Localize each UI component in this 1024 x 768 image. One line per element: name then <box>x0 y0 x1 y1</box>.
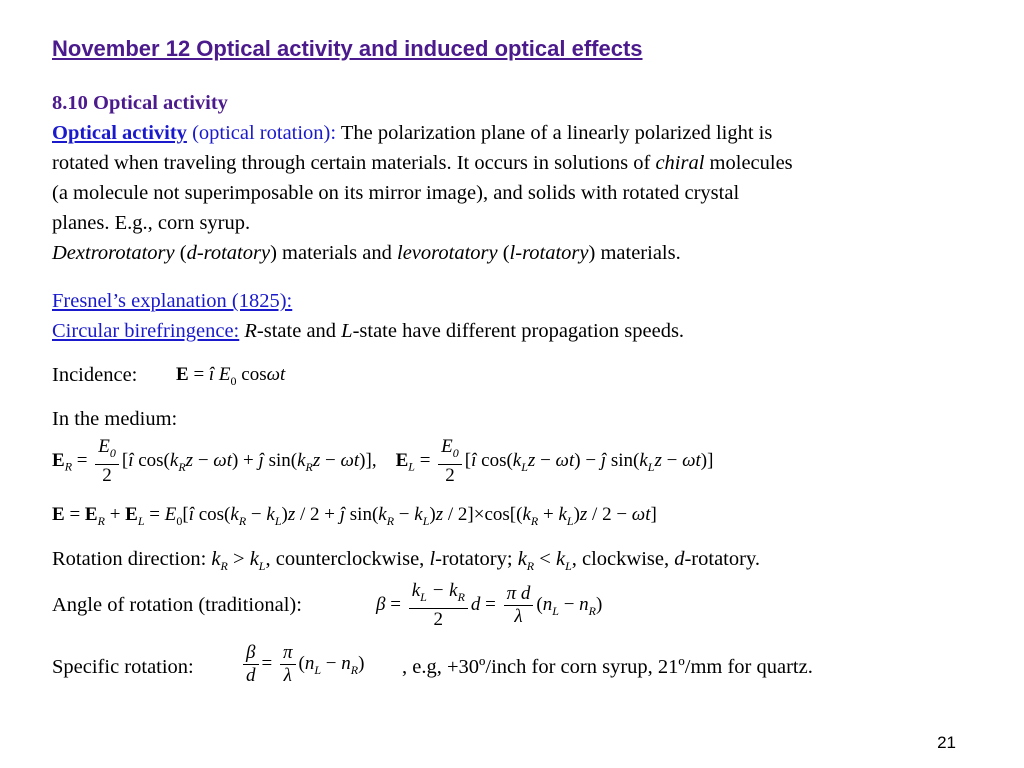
rotatory-middle: ) materials and <box>270 242 392 264</box>
rotation-direction-line: Rotation direction: kR > kL, countercloc… <box>52 548 760 574</box>
medium-equation-1: ER = E0 2 [î cos(kRz − ωt) + ĵ sin(kRz − ω… <box>52 436 714 486</box>
definition-line-2: rotated when traveling through certain m… <box>52 148 793 178</box>
angle-equation: β = kL − kR 2 d = π d λ (nL − nR) <box>376 580 603 630</box>
angle-label: Angle of rotation (traditional): <box>52 594 302 616</box>
birefringence-term: Circular birefringence: <box>52 320 240 342</box>
levo-word: levorotatory <box>397 242 498 264</box>
page-title: November 12 Optical activity and induced… <box>52 36 643 61</box>
definition-text-1: The polarization plane of a linearly pol… <box>340 122 773 144</box>
fresnel-heading: Fresnel’s explanation (1825): <box>52 290 293 312</box>
definition-text-2b: molecules <box>709 152 793 174</box>
definition-line-1: Optical activity (optical rotation): The… <box>52 118 793 148</box>
specific-equation: β d = π λ (nL − nR) <box>240 642 364 687</box>
section-heading: 8.10 Optical activity <box>52 92 228 114</box>
rotatory-line: Dextrorotatory (d-rotatory) materials an… <box>52 242 681 264</box>
chiral-word: chiral <box>655 152 705 174</box>
specific-note: , e.g, +30º/inch for corn syrup, 21º/mm … <box>402 656 813 678</box>
levo-short: l-rotatory <box>509 242 589 264</box>
incidence-label: Incidence: <box>52 364 138 386</box>
section-block: 8.10 Optical activity Optical activity (… <box>52 88 793 268</box>
definition-line-3: (a molecule not superimposable on its mi… <box>52 182 740 204</box>
fresnel-text-end: -state have different propagation speeds… <box>352 320 685 342</box>
medium-label: In the medium: <box>52 408 178 430</box>
rotation-direction-label: Rotation direction: <box>52 548 207 570</box>
term-aside: (optical rotation): <box>192 122 337 144</box>
fresnel-text: -state and <box>256 320 337 342</box>
rotatory-end: ) materials. <box>588 242 681 264</box>
dextro-short: d-rotatory <box>186 242 271 264</box>
definition-line-4: planes. E.g., corn syrup. <box>52 212 251 234</box>
specific-label: Specific rotation: <box>52 656 194 678</box>
medium-equation-2: E = ER + EL = E0[î cos(kR − kL)z / 2 + ĵ… <box>52 504 657 528</box>
fresnel-block: Fresnel’s explanation (1825): Circular b… <box>52 286 684 346</box>
birefringence-line: Circular birefringence: R-state and L-st… <box>52 320 685 342</box>
definition-text-2: rotated when traveling through certain m… <box>52 152 651 174</box>
incidence-equation: E = î E0 cosωt <box>176 364 286 388</box>
term-optical-activity: Optical activity <box>52 122 187 144</box>
page-number: 21 <box>937 733 956 752</box>
dextro-word: Dextrorotatory <box>52 242 175 264</box>
